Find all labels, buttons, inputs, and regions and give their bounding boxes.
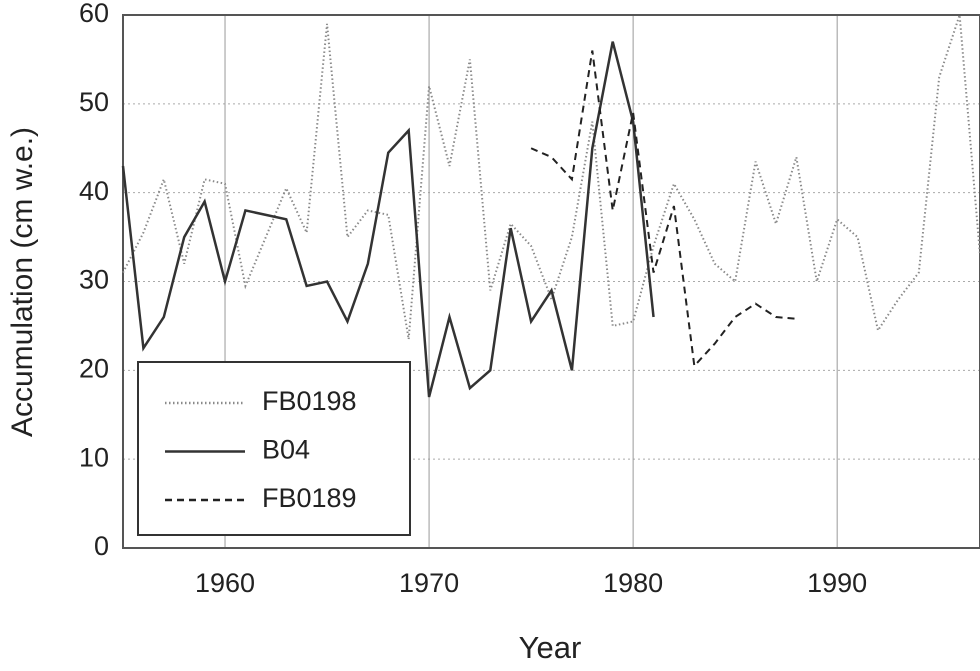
legend-label: FB0189 xyxy=(262,483,357,513)
legend-label: FB0198 xyxy=(262,386,357,416)
x-tick-label: 1970 xyxy=(399,568,459,598)
y-tick-label: 20 xyxy=(79,353,109,383)
y-tick-label: 60 xyxy=(79,0,109,28)
x-axis-label: Year xyxy=(519,630,582,665)
y-tick-label: 0 xyxy=(94,531,109,561)
x-tick-label: 1990 xyxy=(807,568,867,598)
y-tick-label: 30 xyxy=(79,265,109,295)
y-tick-label: 10 xyxy=(79,442,109,472)
x-tick-label: 1980 xyxy=(603,568,663,598)
legend-box xyxy=(137,361,411,536)
y-tick-label: 50 xyxy=(79,87,109,117)
series-line xyxy=(121,41,655,398)
y-axis-label: Accumulation (cm w.e.) xyxy=(6,127,39,437)
x-tick-label: 1960 xyxy=(195,568,255,598)
y-tick-label: 40 xyxy=(79,176,109,206)
plot-frame xyxy=(122,14,980,549)
legend-label: B04 xyxy=(262,435,310,465)
series-line xyxy=(530,50,797,369)
